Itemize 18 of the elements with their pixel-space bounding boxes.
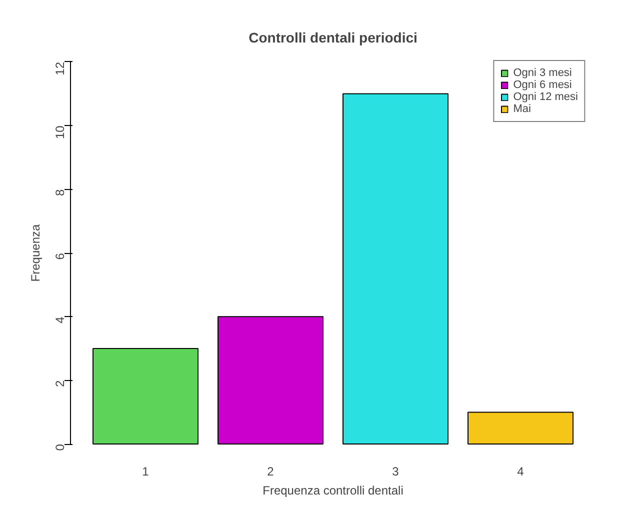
legend-label: Ogni 3 mesi xyxy=(513,67,572,79)
legend-label: Ogni 12 mesi xyxy=(513,91,578,103)
x-tick-label: 1 xyxy=(142,464,150,478)
chart-title: Controlli dentali periodici xyxy=(248,30,418,46)
y-tick-label: 0 xyxy=(53,444,67,451)
y-tick-label: 6 xyxy=(53,252,67,260)
y-axis-title: Frequenza xyxy=(28,224,42,282)
x-tick-label: 3 xyxy=(392,464,400,478)
x-tick-label: 2 xyxy=(267,464,274,478)
legend-label: Ogni 6 mesi xyxy=(513,79,572,91)
x-tick-label: 4 xyxy=(517,464,524,478)
legend-label: Mai xyxy=(513,103,532,115)
y-tick-label: 4 xyxy=(53,316,67,324)
y-tick-label: 2 xyxy=(53,380,67,388)
x-axis-title: Frequenza controlli dentali xyxy=(262,484,404,498)
y-tick-label: 12 xyxy=(53,62,67,76)
y-tick-label: 8 xyxy=(53,188,67,196)
y-tick-label: 10 xyxy=(53,125,67,139)
